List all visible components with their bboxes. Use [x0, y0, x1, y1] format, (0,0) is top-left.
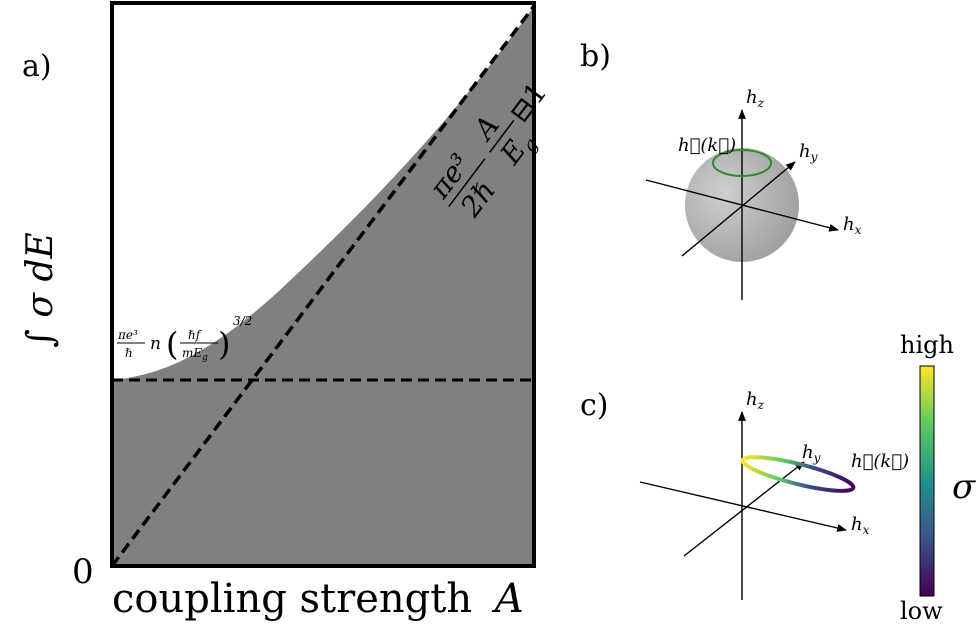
panel-b-y-axis — [681, 161, 796, 257]
ann-low-exponent: 3/2 — [233, 314, 252, 328]
x-axis-label-text: coupling strength — [112, 576, 472, 622]
ann-low-open-paren: ( — [166, 325, 178, 363]
colorbar-low-label: low — [900, 597, 943, 625]
panel-c-label: c) — [580, 388, 609, 423]
annotation-low-coupling: πe³ ℏ n ( ℏf mEg ) 3/2 — [117, 314, 252, 363]
panel-c-y-label: hy — [802, 442, 821, 465]
ann-low-variable: n — [150, 334, 161, 354]
panel-b: b) hz hy hx h⃗(k⃗) — [580, 39, 862, 300]
ann-low-paren-den: mEg — [182, 346, 208, 363]
ann-high-prefactor-bar — [448, 158, 486, 208]
panel-b-z-label: hz — [746, 87, 765, 110]
ann-low-paren-num: ℏf — [188, 328, 203, 342]
panel-b-y-label: hy — [799, 141, 818, 164]
colorbar-high-label: high — [900, 331, 954, 359]
panel-b-label: b) — [580, 39, 611, 74]
panel-a: a) ∫ σ dE 0 coupling strength A πe³ ℏ n … — [20, 1, 553, 622]
ann-low-prefactor-num: πe³ — [117, 328, 138, 342]
x-axis-label: coupling strength A — [112, 576, 524, 622]
panel-c-x-axis — [639, 481, 847, 532]
panel-c-z-label: hz — [746, 389, 765, 412]
ann-low-close-paren: ) — [218, 325, 230, 363]
colorbar-sigma-label: σ — [952, 467, 976, 507]
panel-b-loop-label: h⃗(k⃗) — [678, 135, 736, 156]
panel-b-x-axis — [645, 179, 839, 232]
plot-frame — [110, 1, 536, 568]
colorbar — [919, 365, 935, 597]
panel-c: c) hz hy hx h⃗(k⃗) high low σ — [580, 331, 976, 625]
panel-a-label: a) — [22, 49, 52, 84]
panel-b-loop — [712, 149, 772, 177]
ann-low-prefactor-den: ℏ — [125, 346, 133, 360]
panel-b-x-label: hx — [843, 214, 862, 237]
y-axis-label: ∫ σ dE — [20, 232, 61, 348]
panel-c-loop — [740, 455, 856, 493]
panel-c-loop-label: h⃗(k⃗) — [851, 451, 909, 472]
y-zero-tick: 0 — [72, 552, 94, 592]
x-axis-label-symbol: A — [491, 576, 524, 622]
diagonal-dashed-line — [110, 4, 536, 568]
panel-c-y-axis — [683, 461, 805, 557]
panel-c-x-label: hx — [851, 514, 870, 537]
ann-high-fraction-bar — [489, 119, 515, 153]
